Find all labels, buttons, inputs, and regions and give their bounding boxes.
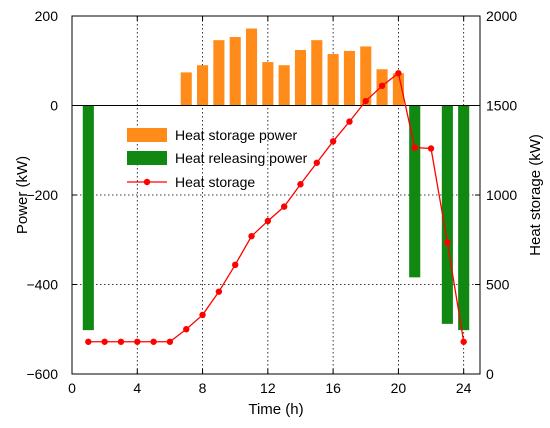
bar-heat-releasing-power <box>82 105 94 331</box>
bar-heat-releasing-power <box>441 105 453 324</box>
y2-tick-label: 1000 <box>486 187 517 203</box>
heat-storage-point <box>444 239 451 246</box>
heat-storage-point <box>264 217 272 225</box>
y-tick-labels: 200 0 −200 −400 −600 <box>26 8 58 382</box>
legend-label-heat-storage-power: Heat storage power <box>175 127 298 143</box>
y-axis-label: Power (kW) <box>14 156 31 234</box>
bar-heat-storage-power <box>311 40 323 106</box>
heat-storage-point <box>199 311 206 319</box>
legend: Heat storage power Heat releasing power … <box>127 127 308 190</box>
heat-storage-point <box>150 338 157 345</box>
heat-storage-point <box>85 338 92 345</box>
heat-storage-point <box>215 288 223 295</box>
heat-storage-point <box>183 326 190 333</box>
bar-heat-releasing-power <box>458 105 470 331</box>
heat-storage-line <box>85 70 467 345</box>
heat-storage-point <box>329 138 337 145</box>
heat-storage-point <box>134 338 141 345</box>
bar-heat-storage-power <box>245 28 258 106</box>
y2-axis-label: Heat storage (kW) <box>527 134 544 256</box>
x-tick-label: 20 <box>391 380 407 396</box>
legend-swatch-heat-storage-power <box>127 128 167 142</box>
heat-storage-point <box>248 232 255 240</box>
heat-storage-point <box>313 159 320 166</box>
ticks <box>71 15 480 375</box>
heat-storage-point <box>280 203 288 210</box>
legend-marker-heat-storage <box>143 178 151 186</box>
bar-heat-storage-power <box>392 73 404 106</box>
bar-heat-releasing-power <box>409 105 421 278</box>
legend-swatch-heat-releasing-power <box>127 151 167 165</box>
bar-heat-storage-power <box>327 54 339 106</box>
bar-heat-storage-power <box>262 62 274 106</box>
y-tick-label: −600 <box>26 366 58 382</box>
heat-storage-point <box>362 97 369 105</box>
heat-storage-point <box>297 181 304 188</box>
bar-heat-storage-power <box>229 37 241 106</box>
x-tick-label: 8 <box>199 380 207 396</box>
y2-tick-label: 500 <box>486 277 510 293</box>
bar-heat-storage-power <box>278 65 290 106</box>
bar-heat-storage-power <box>294 50 307 106</box>
heat-storage-point <box>117 338 125 345</box>
x-tick-label: 12 <box>260 380 276 396</box>
heat-storage-point <box>101 338 108 345</box>
bar-heat-storage-power <box>343 50 355 106</box>
x-tick-label: 0 <box>68 380 76 396</box>
bar-heat-storage-power <box>197 65 209 106</box>
x-tick-label: 24 <box>456 380 472 396</box>
y2-tick-label: 2000 <box>486 8 517 24</box>
y2-tick-label: 0 <box>486 366 494 382</box>
heat-storage-point <box>346 118 353 125</box>
heat-storage-point <box>460 338 467 345</box>
x-tick-labels: 0 4 8 12 16 20 24 <box>68 380 472 396</box>
heat-storage-point <box>427 145 435 152</box>
bar-heat-storage-power <box>180 72 192 106</box>
legend-label-heat-releasing-power: Heat releasing power <box>175 150 308 166</box>
legend-label-heat-storage: Heat storage <box>175 174 255 190</box>
heat-storage-point <box>411 144 418 151</box>
y2-tick-labels: 2000 1500 1000 500 0 <box>486 8 517 382</box>
y-tick-label: 0 <box>50 98 58 114</box>
heat-storage-point <box>395 70 402 77</box>
y-tick-label: 200 <box>35 8 59 24</box>
x-axis-label: Time (h) <box>248 401 303 418</box>
x-tick-label: 16 <box>325 380 341 396</box>
heat-storage-point <box>232 261 239 269</box>
y2-tick-label: 1500 <box>486 98 517 114</box>
bar-heat-storage-power <box>360 46 372 106</box>
x-tick-label: 4 <box>133 380 141 396</box>
bar-heat-storage-power <box>213 40 225 106</box>
heat-storage-point <box>378 82 386 90</box>
y-tick-label: −200 <box>26 187 58 203</box>
y-tick-label: −400 <box>26 277 58 293</box>
heat-storage-point <box>166 338 174 345</box>
